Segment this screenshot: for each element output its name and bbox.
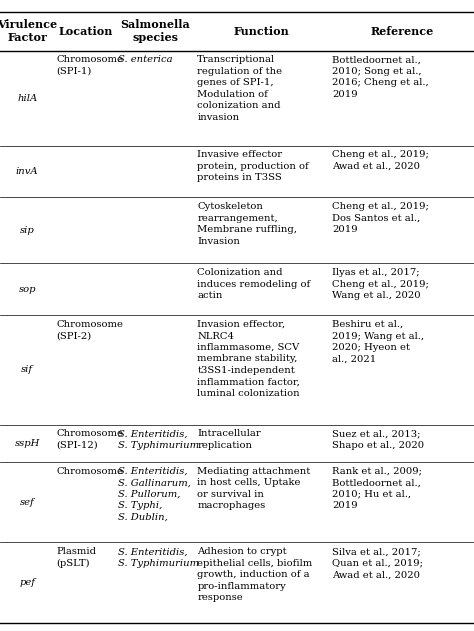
Text: Intracellular
replication: Intracellular replication [197,429,261,450]
Text: Chromosome
(SPI-2): Chromosome (SPI-2) [56,320,124,341]
Text: Ilyas et al., 2017;
Cheng et al., 2019;
Wang et al., 2020: Ilyas et al., 2017; Cheng et al., 2019; … [332,268,429,300]
Text: Chromosome
(SPI-12): Chromosome (SPI-12) [56,429,124,450]
Text: Invasion effector,
NLRC4
inflammasome, SCV
membrane stability,
t3SS1-independent: Invasion effector, NLRC4 inflammasome, S… [197,320,300,398]
Text: Salmonella
species: Salmonella species [120,20,190,43]
Text: Cheng et al., 2019;
Awad et al., 2020: Cheng et al., 2019; Awad et al., 2020 [332,150,429,171]
Text: S. Enteritidis,
S. Typhimurium: S. Enteritidis, S. Typhimurium [118,429,199,450]
Text: Invasive effector
protein, production of
proteins in T3SS: Invasive effector protein, production of… [197,150,309,182]
Text: sef: sef [20,498,35,507]
Text: Location: Location [58,26,112,37]
Text: Transcriptional
regulation of the
genes of SPI-1,
Modulation of
colonization and: Transcriptional regulation of the genes … [197,56,283,122]
Text: Adhesion to crypt
epithelial cells, biofilm
growth, induction of a
pro-inflammat: Adhesion to crypt epithelial cells, biof… [197,547,312,602]
Text: S. enterica: S. enterica [118,56,173,64]
Text: Chromosome
(SPI-1): Chromosome (SPI-1) [56,56,124,76]
Text: sif: sif [21,365,33,374]
Text: pef: pef [19,578,35,587]
Text: Cheng et al., 2019;
Dos Santos et al.,
2019: Cheng et al., 2019; Dos Santos et al., 2… [332,202,429,234]
Text: Colonization and
induces remodeling of
actin: Colonization and induces remodeling of a… [197,268,310,300]
Text: sip: sip [20,226,35,235]
Text: Reference: Reference [370,26,433,37]
Text: S. Enteritidis,
S. Typhimurium: S. Enteritidis, S. Typhimurium [118,547,199,568]
Text: Suez et al., 2013;
Shapo et al., 2020: Suez et al., 2013; Shapo et al., 2020 [332,429,425,450]
Text: sspH: sspH [15,439,40,448]
Text: Beshiru et al.,
2019; Wang et al.,
2020; Hyeon et
al., 2021: Beshiru et al., 2019; Wang et al., 2020;… [332,320,425,363]
Text: Mediating attachment
in host cells, Uptake
or survival in
macrophages: Mediating attachment in host cells, Upta… [197,467,310,510]
Text: Silva et al., 2017;
Quan et al., 2019;
Awad et al., 2020: Silva et al., 2017; Quan et al., 2019; A… [332,547,423,579]
Text: Cytoskeleton
rearrangement,
Membrane ruffling,
Invasion: Cytoskeleton rearrangement, Membrane ruf… [197,202,297,245]
Text: hilA: hilA [17,93,37,103]
Text: Plasmid
(pSLT): Plasmid (pSLT) [56,547,97,568]
Text: Chromosome: Chromosome [56,467,124,476]
Text: invA: invA [16,167,38,176]
Text: Bottledoornet al.,
2010; Song et al.,
2016; Cheng et al.,
2019: Bottledoornet al., 2010; Song et al., 20… [332,56,429,99]
Text: Virulence
Factor: Virulence Factor [0,20,57,43]
Text: sop: sop [18,285,36,294]
Text: Rank et al., 2009;
Bottledoornet al.,
2010; Hu et al.,
2019: Rank et al., 2009; Bottledoornet al., 20… [332,467,422,510]
Text: S. Enteritidis,
S. Gallinarum,
S. Pullorum,
S. Typhi,
S. Dublin,: S. Enteritidis, S. Gallinarum, S. Pullor… [118,467,191,522]
Text: Function: Function [234,26,290,37]
